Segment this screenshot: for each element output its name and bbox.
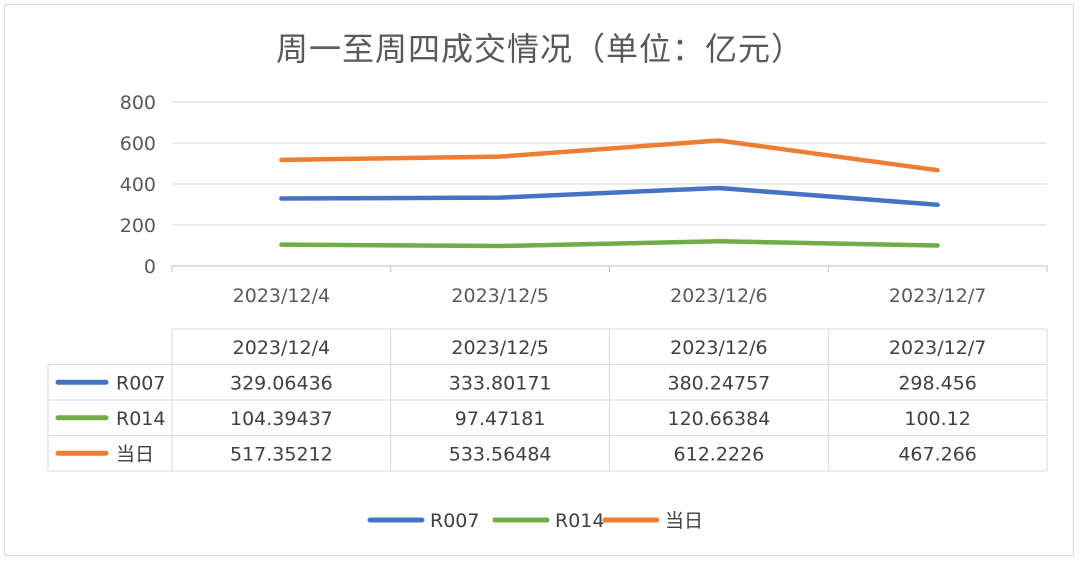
table-value-cell: 467.266 — [898, 443, 977, 465]
y-tick-label: 400 — [120, 174, 156, 196]
table-header-cell: 2023/12/4 — [233, 337, 330, 359]
x-tick-label: 2023/12/4 — [233, 285, 330, 307]
legend-label: 当日 — [665, 510, 703, 532]
table-row-label: R014 — [116, 408, 165, 430]
y-axis: 0 200 400 600 800 — [120, 92, 156, 278]
legend-label: R014 — [555, 510, 604, 532]
table-value-cell: 298.456 — [898, 372, 977, 394]
y-tick-label: 0 — [144, 256, 156, 278]
table-header-cell: 2023/12/5 — [451, 337, 548, 359]
table-value-cell: 104.39437 — [230, 408, 333, 430]
gridlines — [172, 101, 1047, 226]
table-value-cell: 120.66384 — [668, 408, 771, 430]
table-value-cell: 333.80171 — [449, 372, 552, 394]
data-table: 2023/12/4 2023/12/5 2023/12/6 2023/12/7 R007… — [47, 328, 1048, 472]
series-line-R007 — [279, 185, 940, 208]
table-value-cell: 612.2226 — [674, 443, 765, 465]
table-value-cell: 100.12 — [904, 408, 970, 430]
legend-label: R007 — [430, 510, 479, 532]
table-value-cell: 380.24757 — [668, 372, 771, 394]
x-tick-label: 2023/12/7 — [889, 285, 986, 307]
legend: R007 R014 当日 — [367, 510, 703, 532]
table-row-label: R007 — [116, 372, 165, 394]
x-tick-label: 2023/12/6 — [670, 285, 767, 307]
series-lines — [279, 138, 940, 249]
table-row-label: 当日 — [116, 443, 154, 465]
x-tick-label: 2023/12/5 — [451, 285, 548, 307]
table-header-cell: 2023/12/7 — [889, 337, 986, 359]
table-value-cell: 329.06436 — [230, 372, 333, 394]
chart-frame — [4, 4, 1074, 556]
chart-title: 周一至周四成交情况（单位：亿元） — [275, 30, 804, 68]
series-line-R014 — [279, 239, 940, 249]
table-value-cell: 97.47181 — [455, 408, 546, 430]
table-value-cell: 517.35212 — [230, 443, 333, 465]
series-line-当日 — [279, 138, 940, 173]
y-tick-label: 600 — [120, 133, 156, 155]
table-value-cell: 533.56484 — [449, 443, 552, 465]
table-header-cell: 2023/12/6 — [670, 337, 767, 359]
y-tick-label: 200 — [120, 215, 156, 237]
y-tick-label: 800 — [120, 92, 156, 114]
x-axis: 2023/12/4 2023/12/5 2023/12/6 2023/12/7 — [171, 265, 1048, 307]
